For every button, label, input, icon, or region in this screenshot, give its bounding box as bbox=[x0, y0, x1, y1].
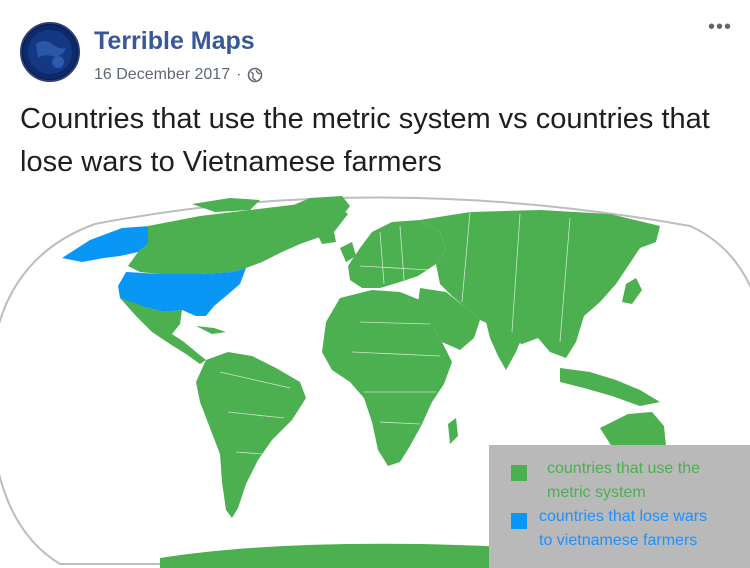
avatar[interactable] bbox=[20, 22, 80, 82]
more-options-icon[interactable]: ••• bbox=[707, 16, 732, 38]
wars-label-line1: countries that lose wars bbox=[539, 508, 708, 525]
madagascar-region bbox=[448, 418, 458, 444]
uk-ireland-region bbox=[340, 242, 356, 262]
antarctica-region bbox=[160, 543, 560, 568]
southeast-asia-islands bbox=[560, 368, 660, 406]
post-date[interactable]: 16 December 2017 bbox=[94, 66, 231, 83]
alaska-region bbox=[62, 226, 150, 262]
greenland-region bbox=[282, 196, 350, 240]
post-header: Terrible Maps 16 December 2017 · ••• bbox=[0, 0, 750, 95]
south-america-region bbox=[196, 352, 306, 518]
canadian-arctic-islands bbox=[192, 198, 260, 212]
africa-region bbox=[322, 290, 452, 466]
middle-east-region bbox=[418, 288, 480, 350]
asia-region bbox=[420, 210, 660, 358]
japan-region bbox=[622, 278, 642, 304]
country-borders bbox=[219, 211, 571, 455]
globe-icon[interactable] bbox=[247, 67, 263, 83]
meta-separator: · bbox=[236, 66, 242, 83]
post-meta: 16 December 2017 · bbox=[94, 66, 263, 84]
metric-swatch bbox=[511, 465, 527, 481]
wars-swatch bbox=[511, 513, 527, 529]
india-region bbox=[486, 320, 524, 370]
iceland-region bbox=[318, 232, 336, 244]
australia-region bbox=[600, 412, 666, 454]
caribbean-islands bbox=[196, 326, 226, 334]
map-legend: countries that use the metric system cou… bbox=[489, 445, 750, 568]
metric-label-line2: metric system bbox=[547, 484, 646, 501]
author-name-link[interactable]: Terrible Maps bbox=[94, 27, 255, 55]
usa-region bbox=[118, 268, 246, 316]
avatar-globe-icon bbox=[23, 25, 77, 79]
post-text: Countries that use the metric system vs … bbox=[20, 103, 710, 178]
mexico-central-america-region bbox=[120, 298, 206, 364]
wars-label-line2: to vietnamese farmers bbox=[539, 532, 698, 549]
europe-region bbox=[348, 220, 446, 288]
metric-label-line1: countries that use the bbox=[547, 460, 700, 477]
